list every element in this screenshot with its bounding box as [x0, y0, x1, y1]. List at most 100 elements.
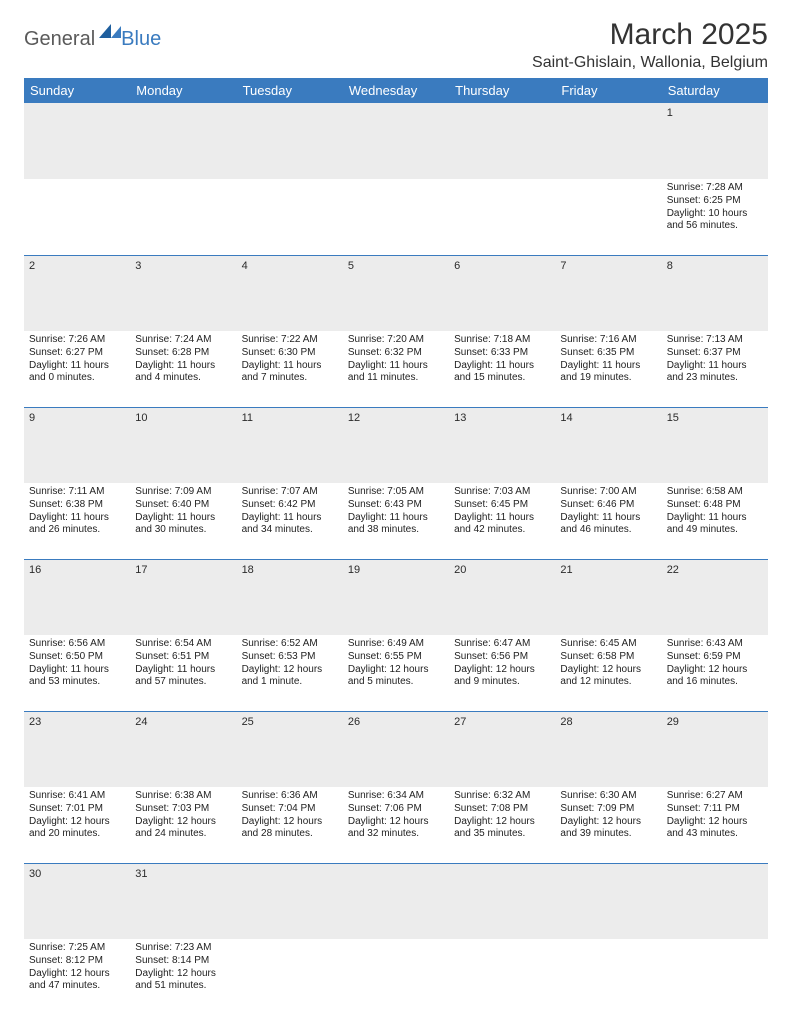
day-cell: Sunrise: 7:11 AMSunset: 6:38 PMDaylight:… — [24, 483, 130, 559]
day-number-cell: 23 — [24, 711, 130, 787]
day-number-cell: 5 — [343, 255, 449, 331]
day-number: 3 — [135, 260, 141, 272]
brand-logo: General Blue — [24, 24, 161, 54]
flag-icon — [99, 24, 121, 42]
sunrise-text: Sunrise: 6:47 AM — [454, 638, 550, 651]
day-number-cell: 11 — [237, 407, 343, 483]
brand-part1: General — [24, 28, 95, 51]
day-number: 11 — [242, 412, 253, 424]
daylight-text: Daylight: 12 hours and 28 minutes. — [242, 816, 338, 842]
daylight-text: Daylight: 12 hours and 43 minutes. — [667, 816, 763, 842]
daylight-text: Daylight: 12 hours and 5 minutes. — [348, 664, 444, 690]
day-number-row: 16171819202122 — [24, 559, 768, 635]
day-content-row: Sunrise: 7:25 AMSunset: 8:12 PMDaylight:… — [24, 939, 768, 1015]
day-number-cell — [555, 103, 661, 179]
day-cell — [237, 179, 343, 255]
sunset-text: Sunset: 6:45 PM — [454, 499, 550, 512]
sunset-text: Sunset: 7:06 PM — [348, 803, 444, 816]
sunset-text: Sunset: 6:40 PM — [135, 499, 231, 512]
day-number-cell: 2 — [24, 255, 130, 331]
day-cell — [237, 939, 343, 1015]
sunset-text: Sunset: 7:03 PM — [135, 803, 231, 816]
day-cell: Sunrise: 6:54 AMSunset: 6:51 PMDaylight:… — [130, 635, 236, 711]
calendar-header-row: SundayMondayTuesdayWednesdayThursdayFrid… — [24, 78, 768, 103]
sunset-text: Sunset: 6:28 PM — [135, 347, 231, 360]
day-number-cell: 26 — [343, 711, 449, 787]
day-number-cell: 7 — [555, 255, 661, 331]
calendar-table: SundayMondayTuesdayWednesdayThursdayFrid… — [24, 78, 768, 1015]
day-number-cell — [555, 863, 661, 939]
day-cell — [130, 179, 236, 255]
weekday-header: Monday — [130, 78, 236, 103]
daylight-text: Daylight: 11 hours and 49 minutes. — [667, 512, 763, 538]
day-number-cell: 31 — [130, 863, 236, 939]
day-number-cell: 28 — [555, 711, 661, 787]
day-number: 15 — [667, 412, 679, 424]
sunset-text: Sunset: 6:50 PM — [29, 651, 125, 664]
day-cell: Sunrise: 7:05 AMSunset: 6:43 PMDaylight:… — [343, 483, 449, 559]
day-number: 20 — [454, 564, 466, 576]
day-number: 13 — [454, 412, 466, 424]
day-cell: Sunrise: 7:07 AMSunset: 6:42 PMDaylight:… — [237, 483, 343, 559]
day-cell — [662, 939, 768, 1015]
day-cell: Sunrise: 6:45 AMSunset: 6:58 PMDaylight:… — [555, 635, 661, 711]
day-number-row: 1 — [24, 103, 768, 179]
day-cell: Sunrise: 6:34 AMSunset: 7:06 PMDaylight:… — [343, 787, 449, 863]
weekday-header: Saturday — [662, 78, 768, 103]
sunrise-text: Sunrise: 7:00 AM — [560, 486, 656, 499]
location-text: Saint-Ghislain, Wallonia, Belgium — [532, 54, 768, 72]
daylight-text: Daylight: 11 hours and 7 minutes. — [242, 360, 338, 386]
daylight-text: Daylight: 12 hours and 32 minutes. — [348, 816, 444, 842]
day-cell: Sunrise: 6:36 AMSunset: 7:04 PMDaylight:… — [237, 787, 343, 863]
sunrise-text: Sunrise: 6:32 AM — [454, 790, 550, 803]
day-cell: Sunrise: 7:09 AMSunset: 6:40 PMDaylight:… — [130, 483, 236, 559]
day-number-cell: 13 — [449, 407, 555, 483]
weekday-header: Thursday — [449, 78, 555, 103]
daylight-text: Daylight: 11 hours and 34 minutes. — [242, 512, 338, 538]
sunset-text: Sunset: 6:30 PM — [242, 347, 338, 360]
day-cell: Sunrise: 7:25 AMSunset: 8:12 PMDaylight:… — [24, 939, 130, 1015]
day-number: 6 — [454, 260, 460, 272]
sunset-text: Sunset: 8:14 PM — [135, 955, 231, 968]
day-number: 18 — [242, 564, 254, 576]
daylight-text: Daylight: 11 hours and 30 minutes. — [135, 512, 231, 538]
calendar-body: 1Sunrise: 7:28 AMSunset: 6:25 PMDaylight… — [24, 103, 768, 1015]
day-number-cell — [449, 863, 555, 939]
day-number-cell: 10 — [130, 407, 236, 483]
sunset-text: Sunset: 7:08 PM — [454, 803, 550, 816]
day-number-cell: 22 — [662, 559, 768, 635]
day-number: 23 — [29, 716, 41, 728]
day-number: 5 — [348, 260, 354, 272]
day-cell: Sunrise: 7:20 AMSunset: 6:32 PMDaylight:… — [343, 331, 449, 407]
day-cell: Sunrise: 6:56 AMSunset: 6:50 PMDaylight:… — [24, 635, 130, 711]
sunrise-text: Sunrise: 6:36 AM — [242, 790, 338, 803]
sunrise-text: Sunrise: 6:34 AM — [348, 790, 444, 803]
sunset-text: Sunset: 8:12 PM — [29, 955, 125, 968]
daylight-text: Daylight: 12 hours and 24 minutes. — [135, 816, 231, 842]
day-content-row: Sunrise: 6:56 AMSunset: 6:50 PMDaylight:… — [24, 635, 768, 711]
day-number-cell — [343, 863, 449, 939]
sunrise-text: Sunrise: 6:52 AM — [242, 638, 338, 651]
sunrise-text: Sunrise: 6:43 AM — [667, 638, 763, 651]
weekday-header: Sunday — [24, 78, 130, 103]
day-number: 25 — [242, 716, 254, 728]
daylight-text: Daylight: 11 hours and 57 minutes. — [135, 664, 231, 690]
weekday-header: Wednesday — [343, 78, 449, 103]
daylight-text: Daylight: 11 hours and 38 minutes. — [348, 512, 444, 538]
sunrise-text: Sunrise: 7:26 AM — [29, 334, 125, 347]
day-number-cell: 8 — [662, 255, 768, 331]
sunset-text: Sunset: 6:51 PM — [135, 651, 231, 664]
sunrise-text: Sunrise: 7:18 AM — [454, 334, 550, 347]
day-number: 30 — [29, 868, 41, 880]
day-cell: Sunrise: 7:23 AMSunset: 8:14 PMDaylight:… — [130, 939, 236, 1015]
day-number-row: 9101112131415 — [24, 407, 768, 483]
day-number: 7 — [560, 260, 566, 272]
sunset-text: Sunset: 6:25 PM — [667, 195, 763, 208]
page-header: General Blue March 2025 Saint-Ghislain, … — [24, 18, 768, 72]
day-number-cell — [449, 103, 555, 179]
day-cell — [555, 939, 661, 1015]
sunrise-text: Sunrise: 6:41 AM — [29, 790, 125, 803]
day-number-cell — [237, 863, 343, 939]
sunset-text: Sunset: 6:48 PM — [667, 499, 763, 512]
day-content-row: Sunrise: 7:11 AMSunset: 6:38 PMDaylight:… — [24, 483, 768, 559]
